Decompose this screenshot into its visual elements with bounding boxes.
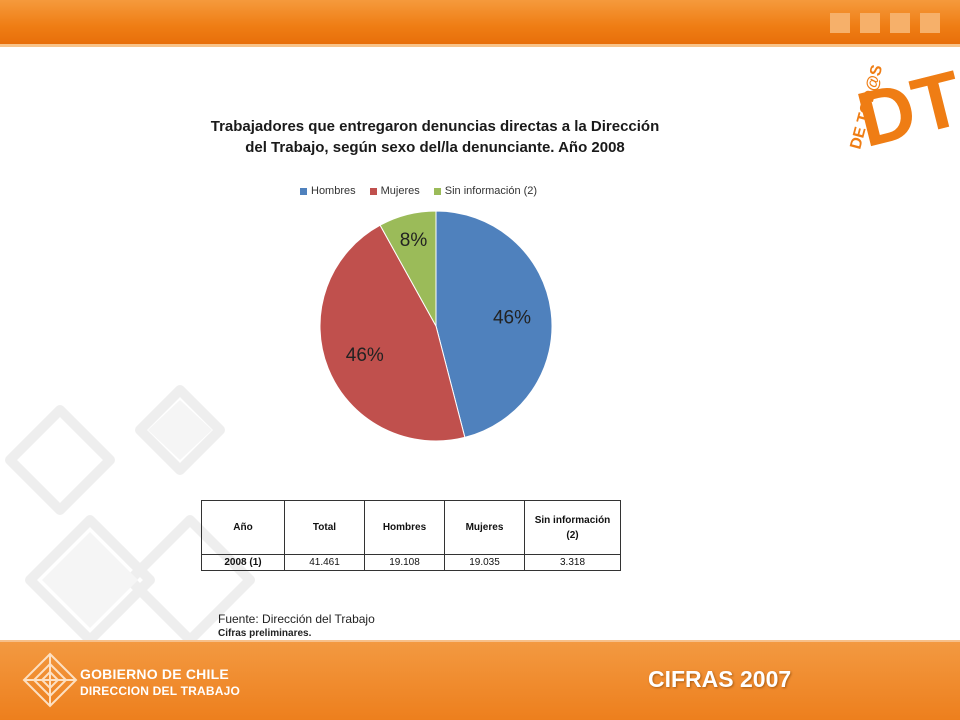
pie-chart: 46% 46% 8% bbox=[319, 210, 553, 442]
pie-slice-hombres bbox=[435, 210, 553, 438]
table-cell-total: 41.461 bbox=[284, 554, 365, 571]
table-header-hombres: Hombres bbox=[364, 500, 445, 555]
footer-topline bbox=[0, 640, 960, 642]
legend-item-hombres: Hombres bbox=[300, 185, 356, 197]
pie-slice-sin-info bbox=[379, 210, 437, 328]
pie-label-mujeres: 46% bbox=[346, 345, 384, 366]
legend-item-mujeres: Mujeres bbox=[369, 185, 420, 197]
header-underline bbox=[0, 44, 960, 47]
header-square-4 bbox=[920, 13, 940, 33]
pie-label-sin-info: 8% bbox=[400, 230, 428, 251]
header-square-1 bbox=[830, 13, 850, 33]
legend-label-mujeres: Mujeres bbox=[380, 185, 420, 197]
gov-line1: GOBIERNO DE CHILE bbox=[80, 666, 229, 682]
table-header-sin-info: Sin información (2) bbox=[524, 500, 621, 555]
header-square-2 bbox=[860, 13, 880, 33]
table-header-mujeres: Mujeres bbox=[444, 500, 525, 555]
chart-title: Trabajadores que entregaron denuncias di… bbox=[210, 118, 660, 156]
chart-legend: Hombres Mujeres Sin información (2) bbox=[300, 184, 600, 198]
legend-item-sin-info: Sin información (2) bbox=[433, 185, 538, 197]
table-row: 2008 (1) 41.461 19.108 19.035 3.318 bbox=[201, 554, 621, 571]
legend-swatch-hombres bbox=[300, 187, 307, 195]
gov-line2: DIRECCION DEL TRABAJO bbox=[80, 684, 240, 698]
pie-slice-mujeres bbox=[319, 224, 466, 442]
table-header-ano: Año bbox=[201, 500, 285, 555]
header-square-3 bbox=[890, 13, 910, 33]
table-header-total: Total bbox=[284, 500, 365, 555]
gobierno-emblem-icon bbox=[22, 652, 78, 708]
legend-swatch-mujeres bbox=[369, 187, 377, 195]
dt-logo: DE TOD@S DT bbox=[847, 53, 960, 160]
table-cell-hombres: 19.108 bbox=[364, 554, 445, 571]
data-table: Año Total Hombres Mujeres Sin informació… bbox=[201, 500, 621, 571]
source-text: Fuente: Dirección del Trabajo bbox=[218, 612, 375, 626]
cifras-label: CIFRAS 2007 bbox=[648, 666, 792, 692]
logo-letters: DT bbox=[849, 53, 960, 160]
legend-label-hombres: Hombres bbox=[311, 185, 356, 197]
table-header-row: Año Total Hombres Mujeres Sin informació… bbox=[201, 500, 621, 555]
legend-label-sin-info: Sin información (2) bbox=[444, 185, 538, 197]
note-text: Cifras preliminares. bbox=[218, 628, 312, 639]
table-cell-mujeres: 19.035 bbox=[444, 554, 525, 571]
table-cell-sin-info: 3.318 bbox=[524, 554, 621, 571]
pie-label-hombres: 46% bbox=[493, 308, 531, 329]
table-cell-ano: 2008 (1) bbox=[201, 554, 285, 571]
footer-bar bbox=[0, 640, 960, 720]
legend-swatch-sin-info bbox=[433, 187, 441, 195]
header-bar bbox=[0, 0, 960, 44]
